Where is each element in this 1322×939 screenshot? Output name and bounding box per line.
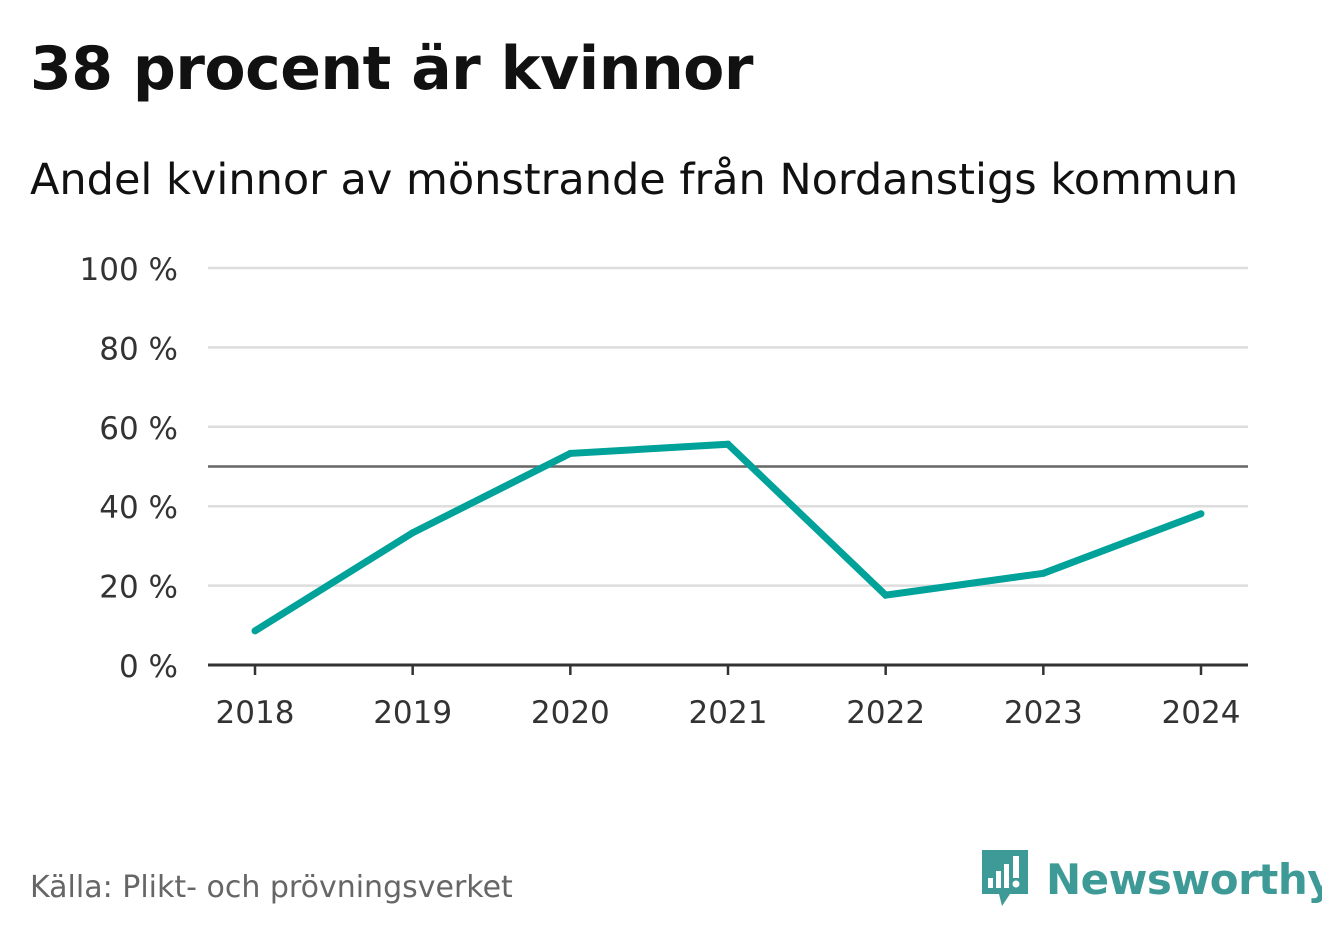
data-point-2018 <box>251 627 259 635</box>
x-tick-label: 2019 <box>373 695 452 731</box>
data-point-2019 <box>409 529 417 537</box>
brand-name: Newsworthy <box>1046 854 1322 904</box>
y-tick-label: 0 % <box>119 649 178 685</box>
data-point-2021 <box>724 440 732 448</box>
y-tick-label: 20 % <box>99 570 178 606</box>
data-point-2023 <box>1039 569 1047 577</box>
chart-title: 38 procent är kvinnor <box>30 34 753 104</box>
data-point-2024 <box>1197 510 1205 518</box>
x-tick-label: 2024 <box>1162 695 1241 731</box>
y-tick-label: 80 % <box>99 331 178 367</box>
brand-logo: Newsworthy <box>980 848 1322 910</box>
x-tick-label: 2023 <box>1004 695 1083 731</box>
data-point-2022 <box>882 591 890 599</box>
x-tick-label: 2021 <box>689 695 768 731</box>
newsworthy-logo-icon <box>982 850 1028 906</box>
chart-subtitle: Andel kvinnor av mönstrande från Nordans… <box>30 155 1239 205</box>
x-tick-label: 2022 <box>846 695 925 731</box>
data-point-2020 <box>566 449 574 457</box>
source-note: Källa: Plikt- och prövningsverket <box>30 870 513 905</box>
x-tick-label: 2018 <box>216 695 295 731</box>
series-line-0 <box>253 440 1203 634</box>
y-tick-label: 60 % <box>99 411 178 447</box>
x-tick-label: 2020 <box>531 695 610 731</box>
y-tick-label: 40 % <box>99 490 178 526</box>
y-tick-label: 100 % <box>80 252 178 288</box>
